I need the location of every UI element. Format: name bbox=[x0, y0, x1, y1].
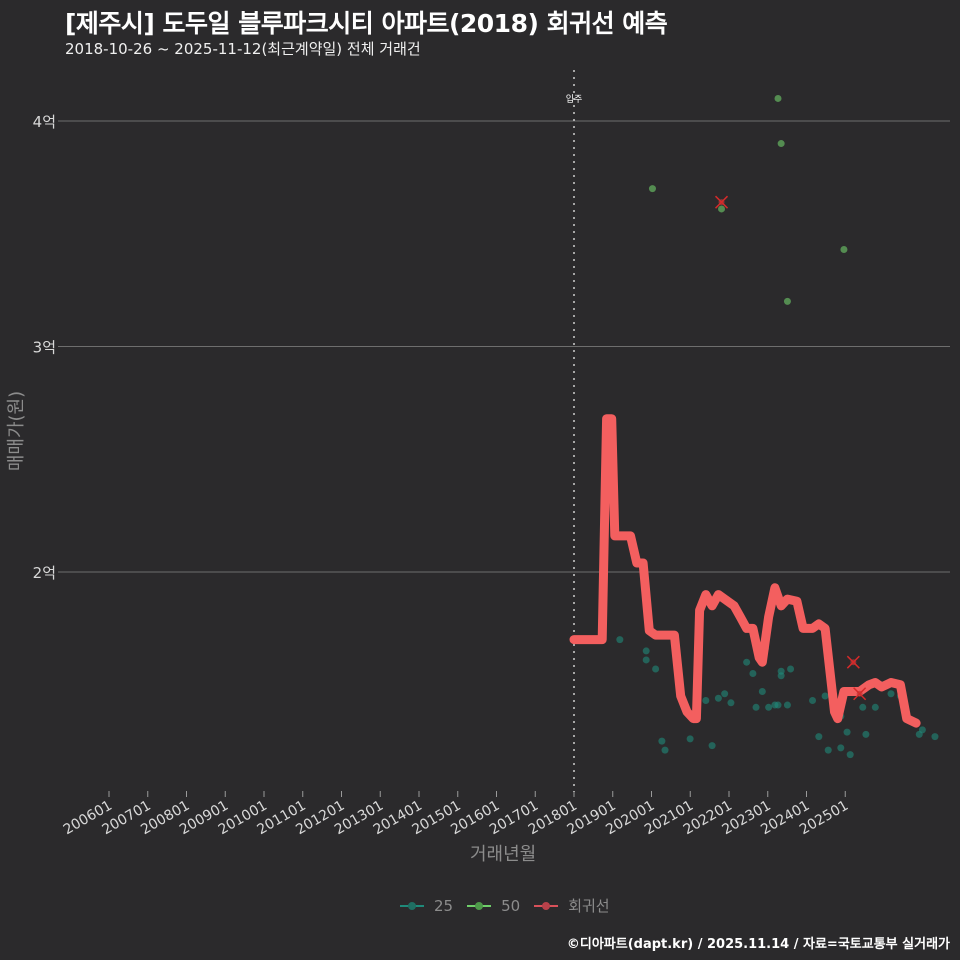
data-point-25 bbox=[821, 692, 829, 700]
data-point-25 bbox=[777, 672, 785, 680]
legend-label-regression: 회귀선 bbox=[568, 897, 610, 915]
data-point-50 bbox=[840, 246, 848, 254]
legend-item-25: 25 bbox=[400, 897, 453, 915]
data-point-50 bbox=[777, 140, 785, 148]
grid-lines bbox=[60, 120, 950, 573]
legend-key-regression-icon bbox=[534, 899, 559, 913]
data-point-25 bbox=[843, 728, 851, 736]
series-25-points bbox=[616, 636, 939, 759]
data-point-25 bbox=[824, 746, 832, 754]
data-point-25 bbox=[846, 751, 854, 759]
data-point-25 bbox=[774, 701, 782, 709]
legend-label-25: 25 bbox=[434, 896, 454, 915]
chart-title: [제주시] 도두일 블루파크시티 아파트(2018) 회귀선 예측 bbox=[65, 9, 668, 38]
data-point-25 bbox=[642, 647, 650, 655]
move-in-line: 입주 bbox=[566, 70, 583, 792]
data-point-50 bbox=[783, 297, 791, 305]
prediction-x-marker bbox=[853, 687, 867, 701]
y-tick-label: 3억 bbox=[33, 339, 56, 357]
legend-item-50: 50 bbox=[467, 897, 520, 915]
legend-key-25-icon bbox=[400, 899, 424, 913]
data-point-50 bbox=[774, 94, 782, 102]
legend-key-50-icon bbox=[467, 899, 492, 913]
prediction-markers bbox=[714, 195, 867, 701]
data-point-25 bbox=[714, 694, 722, 702]
data-point-25 bbox=[749, 669, 757, 677]
data-point-50 bbox=[718, 205, 726, 213]
data-point-25 bbox=[862, 730, 870, 738]
data-point-25 bbox=[931, 733, 939, 741]
legend-item-regression: 회귀선 bbox=[534, 895, 610, 916]
data-point-25 bbox=[752, 703, 760, 711]
data-point-25 bbox=[859, 703, 867, 711]
data-point-25 bbox=[871, 703, 879, 711]
x-axis-label: 거래년월 bbox=[470, 844, 537, 865]
data-point-25 bbox=[743, 658, 751, 666]
data-point-25 bbox=[642, 656, 650, 664]
regression-line bbox=[569, 414, 921, 728]
data-point-25 bbox=[837, 744, 845, 752]
data-point-25 bbox=[765, 703, 773, 711]
data-point-25 bbox=[758, 688, 766, 696]
data-point-25 bbox=[708, 742, 716, 750]
data-point-25 bbox=[809, 697, 817, 705]
data-point-25 bbox=[918, 726, 926, 734]
chart-subtitle: 2018-10-26 ~ 2025-11-12(최근계약일) 전체 거래건 bbox=[65, 40, 421, 58]
regression-path bbox=[569, 414, 921, 728]
series-50-points bbox=[648, 94, 848, 305]
data-point-25 bbox=[661, 746, 669, 754]
data-point-25 bbox=[887, 690, 895, 698]
data-point-25 bbox=[702, 697, 710, 705]
data-point-25 bbox=[721, 690, 729, 698]
legend: 25 50 회귀선 bbox=[400, 895, 618, 916]
data-point-25 bbox=[783, 701, 791, 709]
y-tick-label: 4억 bbox=[33, 113, 56, 131]
y-tick-label: 2억 bbox=[33, 564, 56, 582]
source-footer: ©디아파트(dapt.kr) / 2025.11.14 / 자료=국토교통부 실… bbox=[566, 937, 950, 952]
data-point-25 bbox=[686, 735, 694, 743]
data-point-25 bbox=[787, 665, 795, 673]
data-point-25 bbox=[658, 737, 666, 745]
prediction-x-marker bbox=[714, 195, 729, 209]
prediction-x-marker bbox=[846, 655, 860, 669]
y-axis-ticks: 2억 3억 4억 bbox=[33, 113, 63, 582]
data-point-25 bbox=[616, 636, 624, 644]
y-axis-label: 매매가(원) bbox=[6, 390, 27, 472]
move-in-annotation: 입주 bbox=[566, 93, 583, 105]
data-point-25 bbox=[727, 699, 735, 707]
data-point-25 bbox=[652, 665, 660, 673]
data-point-25 bbox=[815, 733, 823, 741]
x-axis-ticks: 2006012007012008012009012010012011012012… bbox=[61, 791, 851, 838]
data-point-50 bbox=[648, 185, 656, 193]
legend-label-50: 50 bbox=[501, 896, 521, 915]
